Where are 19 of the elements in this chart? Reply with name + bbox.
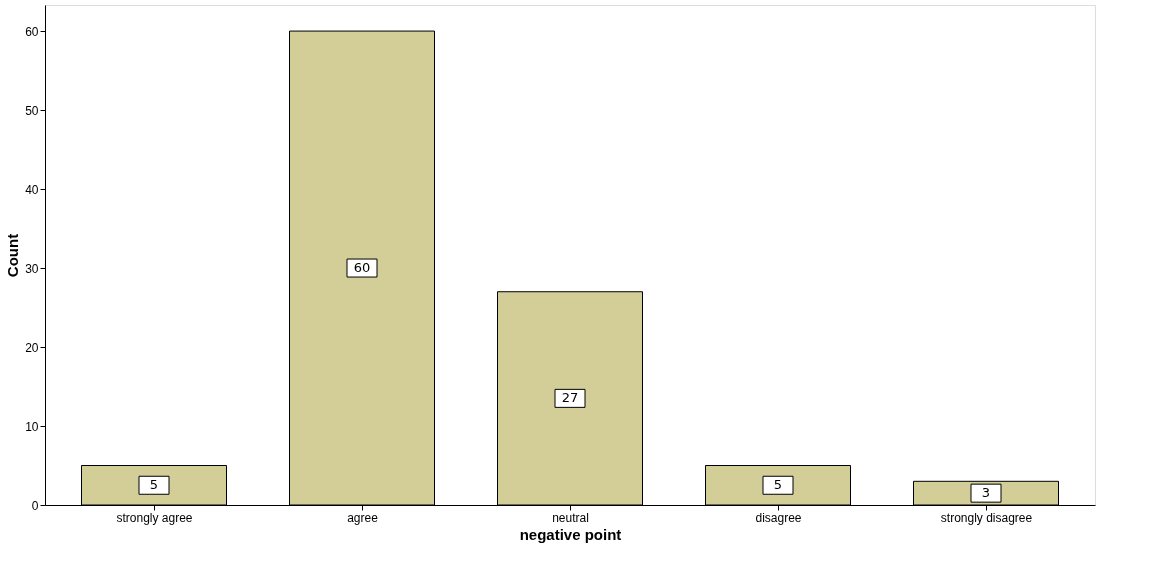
y-tick-label: 10	[25, 419, 39, 434]
x-tick-label: neutral	[552, 510, 589, 525]
data-label: 27	[561, 390, 579, 406]
data-label: 60	[353, 260, 371, 276]
data-label: 5	[773, 477, 783, 493]
y-tick-label: 30	[25, 261, 39, 276]
y-tick-label: 20	[25, 340, 39, 355]
data-label: 5	[149, 477, 159, 493]
x-tick-label: strongly disagree	[940, 510, 1033, 525]
x-tick-label: disagree	[755, 510, 802, 525]
y-tick-label: 40	[25, 182, 39, 197]
x-axis-title: negative point	[519, 525, 622, 543]
y-axis-title: Count	[4, 233, 22, 278]
y-tick-label: 60	[25, 24, 39, 39]
data-label: 3	[981, 485, 991, 501]
y-tick-label: 0	[31, 498, 39, 513]
x-tick-label: agree	[347, 510, 379, 525]
y-tick-label: 50	[25, 103, 39, 118]
x-tick-label: strongly agree	[116, 510, 193, 525]
